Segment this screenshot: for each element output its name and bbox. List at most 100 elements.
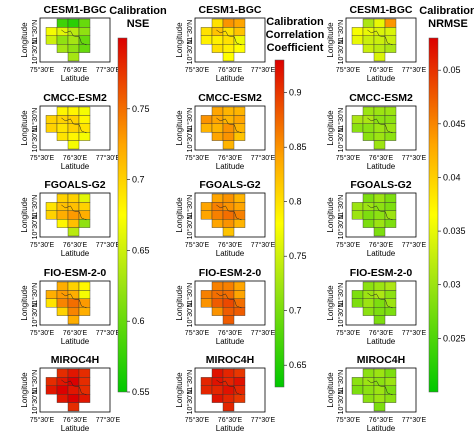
panel-title: FGOALS-G2 [350, 179, 411, 191]
heatmap-cell [78, 27, 91, 36]
panel-title: FGOALS-G2 [199, 179, 260, 191]
heatmap-cell [373, 106, 386, 116]
panel-title: FGOALS-G2 [44, 179, 105, 191]
heatmap-cell [200, 298, 213, 308]
heatmap-cell [78, 193, 91, 203]
heatmap-cell [373, 44, 386, 53]
heatmap-cell [67, 123, 80, 133]
colorbar-tick-label: 0.04 [443, 172, 461, 182]
x-axis-label: Latitude [367, 249, 396, 258]
colorbar-title: Calibration [419, 5, 474, 17]
heatmap-cell [45, 210, 58, 220]
x-tick-label: 77°30'E [402, 329, 427, 337]
x-tick-label: 75°30'E [185, 154, 210, 162]
x-axis-label: Latitude [216, 337, 245, 346]
heatmap-cell [351, 210, 364, 220]
heatmap-cell [67, 227, 80, 237]
river-outline [61, 117, 87, 134]
heatmap-cell [384, 394, 397, 403]
x-tick-label: 75°30'E [336, 416, 361, 424]
heatmap-cell [373, 52, 386, 62]
heatmap-cell [78, 115, 91, 125]
river-outline [367, 379, 393, 396]
heatmap-cell [362, 368, 375, 378]
heatmap-cell [384, 131, 397, 141]
colorbar-title: Calibration [266, 16, 324, 28]
heatmap-cell [373, 385, 386, 395]
y-tick-label: 11°30'N [31, 108, 39, 132]
panel-title: FIO-ESM-2-0 [44, 267, 107, 279]
river-outline [216, 204, 242, 221]
heatmap-cell [211, 27, 224, 36]
heatmap-cells [45, 193, 91, 237]
x-tick-label: 77°30'E [96, 241, 121, 249]
heatmap-cell [45, 115, 58, 125]
heatmap-cell [222, 227, 235, 237]
heatmap-cell [362, 202, 375, 211]
heatmap-cell [222, 218, 235, 228]
heatmap-cell [351, 377, 364, 386]
y-tick-label: 11°30'N [186, 20, 194, 44]
heatmap-cell [67, 377, 80, 386]
panel-title: MIROC4H [51, 354, 99, 366]
heatmap-cell [362, 123, 375, 133]
y-tick-label: 10°30'N [186, 390, 194, 415]
x-axis-label: Latitude [216, 162, 245, 171]
heatmap-cell [233, 18, 246, 28]
heatmap-cell [222, 193, 235, 203]
heatmap-cell [373, 18, 386, 28]
colorbar-tick-label: 0.8 [289, 197, 302, 207]
heatmap-cell [373, 394, 386, 403]
y-tick-label: 11°30'N [31, 20, 39, 44]
y-tick-label: 10°30'N [337, 390, 345, 415]
heatmap-cell [211, 131, 224, 141]
x-tick-label: 75°30'E [336, 154, 361, 162]
heatmap-cell [351, 115, 364, 125]
x-tick-label: 76°30'E [369, 241, 394, 249]
heatmap-cells [45, 18, 91, 62]
y-tick-label: 10°30'N [337, 215, 345, 240]
heatmap-cell [222, 202, 235, 211]
y-tick-label: 11°30'N [186, 370, 194, 394]
heatmap-cell [211, 394, 224, 403]
x-tick-label: 77°30'E [96, 416, 121, 424]
colorbar-tick-label: 0.75 [289, 251, 307, 261]
heatmap-cell [233, 281, 246, 291]
x-tick-label: 77°30'E [402, 416, 427, 424]
heatmap-cell [56, 18, 69, 28]
heatmap-cell [78, 368, 91, 378]
heatmap-cell [222, 290, 235, 299]
heatmap-cell [373, 315, 386, 325]
heatmap-cells [351, 368, 397, 412]
heatmap-cell [45, 27, 58, 36]
x-axis-label: Latitude [61, 162, 90, 171]
colorbar-tick-label: 0.65 [289, 360, 307, 370]
heatmap-cell [78, 394, 91, 403]
heatmap-cell [200, 27, 213, 36]
heatmap-cell [362, 131, 375, 141]
heatmap-cell [384, 106, 397, 116]
heatmap-cell [222, 394, 235, 403]
heatmap-cell [56, 131, 69, 141]
y-axis-label: Longitude [20, 110, 29, 146]
y-axis-label: Longitude [326, 197, 335, 233]
heatmap-cell [384, 18, 397, 28]
y-tick-label: 10°30'N [186, 128, 194, 153]
heatmap-cell [67, 368, 80, 378]
x-tick-label: 76°30'E [369, 416, 394, 424]
heatmap-cell [362, 44, 375, 53]
heatmap-cell [233, 193, 246, 203]
heatmap-cell [373, 131, 386, 141]
heatmap-cell [222, 52, 235, 62]
river-outline [216, 379, 242, 396]
colorbar-title: Correlation [266, 29, 325, 41]
colorbar-title: NSE [127, 18, 150, 30]
heatmap-cell [362, 115, 375, 125]
y-axis-label: Longitude [326, 372, 335, 408]
colorbar-gradient [117, 37, 128, 393]
heatmap-cell [362, 106, 375, 116]
heatmap-cell [362, 290, 375, 299]
heatmap-cell [56, 106, 69, 116]
y-tick-label: 10°30'N [31, 128, 39, 153]
